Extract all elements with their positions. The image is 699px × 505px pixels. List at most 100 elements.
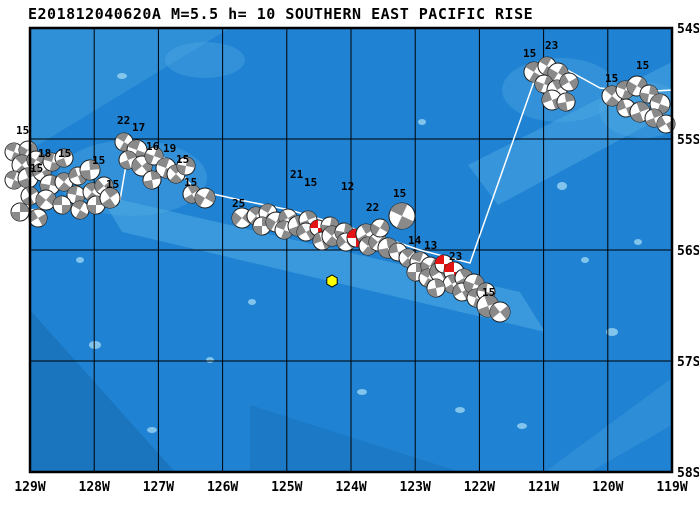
ball-quadrant [650, 94, 664, 104]
ball-quadrant [25, 187, 38, 196]
focal-mechanism [10, 202, 30, 222]
ball-quadrant [205, 189, 215, 203]
ball-date-label: 22 [117, 114, 130, 127]
ball-quadrant [43, 153, 55, 162]
ball-quadrant [275, 221, 288, 230]
focal-mechanism [194, 187, 216, 209]
lon-tick-label: 124W [335, 480, 366, 495]
seamount-dot [557, 182, 567, 190]
ball-quadrant [630, 112, 644, 122]
focal-mechanism [556, 92, 576, 112]
ball-quadrant [657, 116, 666, 129]
ball-quadrant [253, 226, 262, 235]
ball-date-label: 15 [636, 59, 649, 72]
ball-date-label: 15 [92, 154, 105, 167]
map-frame [28, 26, 674, 474]
lat-tick-label: 57S [677, 355, 699, 370]
ball-quadrant [186, 157, 195, 168]
ball-quadrant [617, 99, 626, 112]
ball-quadrant [95, 179, 104, 192]
ball-quadrant [304, 211, 317, 220]
focal-mechanism [52, 195, 72, 215]
bathymetry-patch [250, 405, 460, 472]
seamount-dot [248, 299, 256, 305]
lon-tick-label: 126W [207, 480, 238, 495]
ball-quadrant [5, 171, 18, 180]
ball-quadrant [435, 255, 444, 264]
ball-quadrant [80, 170, 91, 180]
ball-quadrant [87, 205, 96, 214]
focal-mechanism [54, 148, 74, 168]
ball-quadrant [380, 220, 389, 233]
ball-quadrant [53, 196, 62, 205]
ball-date-label: 15 [184, 176, 197, 189]
ball-date-label: 23 [449, 250, 462, 263]
ball-quadrant [453, 284, 462, 297]
focal-mechanism [426, 278, 446, 298]
seamount-dot [455, 407, 465, 413]
seamount-dot [606, 328, 618, 336]
ball-quadrant [569, 77, 578, 90]
ball-quadrant [69, 167, 78, 180]
ball-date-label: 15 [393, 187, 406, 200]
ball-quadrant [14, 155, 30, 165]
ball-quadrant [627, 81, 637, 95]
ball-quadrant [407, 272, 416, 281]
ball-quadrant [249, 207, 262, 216]
bathymetry-patch [165, 42, 245, 78]
ball-quadrant [490, 304, 500, 319]
focal-mechanism [176, 156, 196, 176]
ball-quadrant [539, 57, 552, 66]
ball-quadrant [645, 118, 658, 127]
event-marker-hexagon [326, 274, 338, 288]
lat-tick-label: 56S [677, 244, 699, 259]
ball-quadrant [369, 236, 378, 249]
ball-quadrant [310, 220, 318, 228]
ball-quadrant [67, 186, 78, 195]
ball-quadrant [313, 232, 322, 245]
ball-date-label: 19 [163, 142, 176, 155]
lat-tick-label: 54S [677, 22, 699, 37]
ball-quadrant [58, 182, 71, 191]
ball-quadrant [11, 212, 20, 221]
focal-mechanisms-layer [4, 56, 676, 323]
ball-quadrant [542, 90, 552, 104]
ball-quadrant [187, 185, 200, 194]
ball-date-label: 21 [290, 168, 304, 181]
ball-quadrant [636, 102, 650, 112]
focal-mechanism [99, 187, 121, 209]
lat-tick-label: 58S [677, 466, 699, 481]
ball-quadrant [330, 217, 339, 228]
seamount-dot [89, 341, 101, 349]
focal-mechanism [79, 159, 101, 181]
ball-quadrant [156, 158, 170, 168]
ball-quadrant [410, 252, 424, 262]
ball-date-label: 22 [366, 201, 379, 214]
ball-quadrant [5, 143, 18, 152]
ball-quadrant [60, 149, 73, 158]
ball-quadrant [347, 229, 356, 238]
ball-quadrant [459, 269, 472, 278]
lon-tick-label: 121W [528, 480, 559, 495]
ball-quadrant [57, 173, 70, 182]
lon-tick-label: 120W [592, 480, 623, 495]
focal-mechanism [489, 301, 511, 323]
ball-quadrant [101, 198, 116, 208]
lon-tick-label: 125W [271, 480, 302, 495]
ball-date-label: 15 [58, 147, 71, 160]
ball-quadrant [389, 243, 398, 254]
figure-title: E201812040620A M=5.5 h= 10 SOUTHERN EAST… [28, 5, 534, 23]
ball-quadrant [195, 193, 205, 207]
ball-quadrant [427, 288, 438, 297]
ball-quadrant [500, 305, 510, 320]
ball-date-label: 15 [523, 47, 536, 60]
ball-quadrant [72, 201, 85, 210]
lon-tick-label: 123W [400, 480, 431, 495]
ball-quadrant [279, 210, 288, 223]
lat-tick-label: 55S [677, 133, 699, 148]
bathymetry-patch [30, 28, 230, 150]
seamount-dot [581, 257, 589, 263]
ball-quadrant [564, 93, 575, 102]
ball-quadrant [62, 205, 71, 214]
